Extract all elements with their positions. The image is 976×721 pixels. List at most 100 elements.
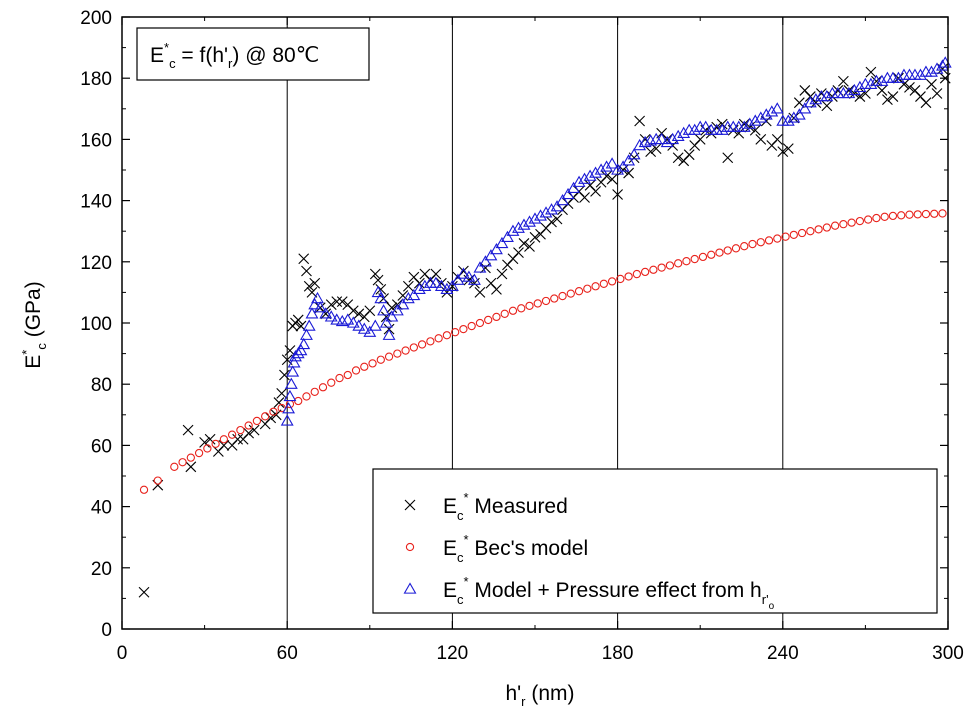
- pressure-model-point: [627, 148, 641, 160]
- measured-point: [347, 305, 359, 317]
- bec-model-point: [839, 220, 848, 229]
- pressure-model-point: [523, 215, 536, 227]
- measured-point: [375, 283, 387, 295]
- pressure-model-point: [748, 114, 762, 126]
- bec-model-point: [583, 284, 592, 293]
- pressure-model-point: [616, 160, 630, 172]
- measured-point: [898, 78, 910, 90]
- measured-point: [887, 91, 899, 102]
- measured-point: [612, 189, 623, 200]
- measured-point: [320, 308, 332, 320]
- bec-model-point: [302, 392, 311, 401]
- bec-model-point: [517, 304, 526, 313]
- measured-point: [694, 134, 706, 145]
- pressure-model-point: [300, 328, 313, 340]
- bec-model-point: [533, 299, 542, 308]
- pressure-model-point: [914, 68, 927, 80]
- pressure-model-point: [313, 301, 327, 313]
- x-tick-label: 60: [277, 643, 298, 664]
- pressure-model-point: [385, 310, 399, 322]
- bec-model-point: [393, 349, 402, 358]
- pressure-model-point: [809, 93, 823, 105]
- pressure-model-point: [363, 325, 377, 337]
- pressure-model-point: [280, 414, 294, 426]
- legend-label-measured: Ec* Measured: [443, 490, 568, 523]
- measured-point: [749, 124, 761, 136]
- measured-point: [722, 152, 734, 164]
- bec-model-point: [252, 416, 262, 426]
- measured-point: [402, 280, 414, 292]
- measured-point: [871, 75, 882, 87]
- y-tick-label: 80: [91, 375, 112, 396]
- pressure-model-point: [467, 273, 481, 285]
- bec-model-point: [864, 215, 873, 224]
- bec-model-point: [203, 444, 212, 453]
- bec-model-point: [170, 462, 179, 471]
- pressure-model-point: [357, 322, 371, 334]
- bec-model-point: [897, 211, 906, 220]
- bec-model-point: [797, 228, 807, 238]
- bec-model-point: [451, 328, 460, 337]
- pressure-model-point: [462, 270, 476, 282]
- measured-point: [447, 280, 458, 292]
- legend-label-pressure: Ec* Model + Pressure effect from hr'o: [443, 574, 775, 612]
- bec-model-point: [508, 306, 518, 315]
- pressure-model-point: [715, 123, 729, 135]
- measured-point: [771, 134, 783, 145]
- pressure-model-point: [506, 224, 520, 236]
- pressure-model-point: [936, 59, 949, 71]
- pressure-model-point: [737, 120, 751, 132]
- pressure-model-point: [699, 120, 713, 132]
- bec-model-point: [789, 230, 798, 240]
- pressure-model-point: [374, 291, 388, 304]
- y-axis-label: E*c (GPa): [19, 281, 49, 368]
- pressure-model-point: [456, 267, 470, 279]
- pressure-model-point: [903, 68, 916, 80]
- bec-model-point: [665, 261, 675, 270]
- pressure-model-point: [792, 108, 806, 120]
- measured-point: [182, 424, 194, 436]
- bec-model-point: [781, 232, 790, 241]
- series-layer: [138, 56, 952, 598]
- pressure-model-point: [346, 316, 360, 328]
- bec-model-point: [913, 210, 922, 219]
- bec-model-point: [921, 209, 931, 219]
- bec-model-point: [938, 209, 947, 218]
- bec-model-point: [731, 244, 741, 253]
- bec-model-point: [624, 272, 633, 281]
- measured-point: [325, 299, 337, 311]
- pressure-model-point: [638, 135, 652, 148]
- pressure-model-point: [886, 71, 900, 83]
- pressure-model-point: [594, 163, 608, 175]
- pressure-model-point: [473, 261, 487, 273]
- y-tick-label: 60: [91, 436, 112, 457]
- measured-point: [782, 143, 794, 154]
- measured-point: [386, 302, 398, 314]
- measured-point: [606, 173, 618, 185]
- pressure-model-point: [528, 212, 542, 224]
- bec-model-point: [682, 257, 691, 266]
- pressure-model-point: [897, 68, 911, 80]
- pressure-model-point: [611, 163, 625, 175]
- pressure-model-point: [677, 126, 691, 138]
- pressure-model-point: [371, 285, 385, 298]
- bec-model-point: [764, 236, 774, 245]
- pressure-model-point: [925, 65, 938, 77]
- pressure-model-point: [655, 132, 669, 145]
- pressure-model-point: [335, 314, 349, 327]
- x-tick-label: 120: [437, 643, 469, 664]
- pressure-model-point: [382, 328, 396, 340]
- measured-point: [755, 134, 767, 145]
- bec-model-point: [756, 238, 765, 247]
- bec-model-point: [674, 259, 683, 268]
- pressure-model-point: [561, 187, 575, 200]
- pressure-model-point: [842, 86, 856, 99]
- pressure-model-point: [407, 288, 421, 301]
- pressure-model-point: [875, 74, 889, 86]
- pressure-model-point: [434, 279, 448, 291]
- pressure-model-point: [294, 343, 308, 356]
- bec-model-point: [178, 458, 187, 467]
- pressure-model-point: [287, 356, 301, 368]
- measured-point: [623, 167, 635, 179]
